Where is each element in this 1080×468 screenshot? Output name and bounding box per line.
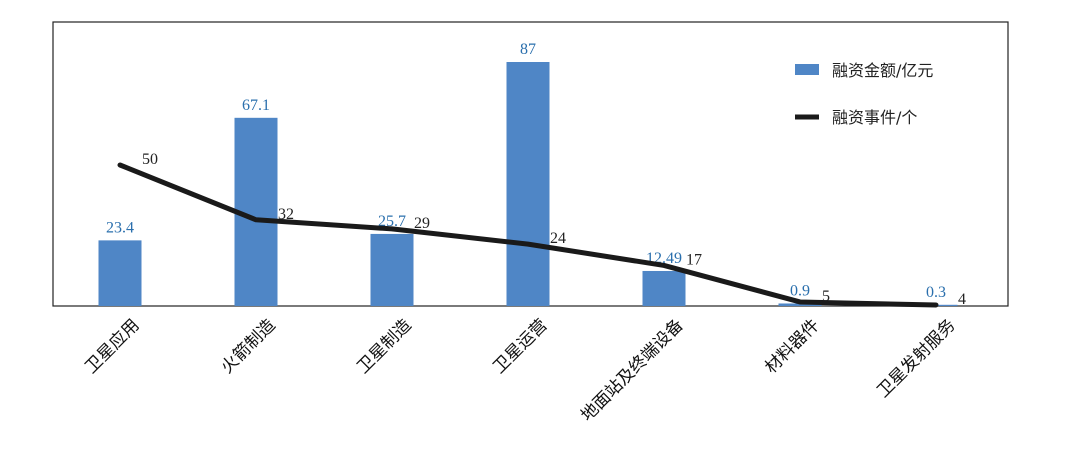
- line-point-1: [255, 219, 257, 221]
- line-point-4: [663, 264, 665, 266]
- line-value-label-5: 5: [822, 288, 830, 305]
- bar-value-label-3: 87: [520, 41, 536, 58]
- bar-0: [98, 240, 142, 306]
- bar-value-label-1: 67.1: [242, 97, 270, 114]
- bar-value-label-6: 0.3: [926, 284, 946, 301]
- x-axis-tick-labels: 卫星应用 火箭制造 卫星制造 卫星运营 地面站及终端设备 材料器件 卫星发射服务: [81, 315, 959, 425]
- x-tick-label-4: 地面站及终端设备: [577, 315, 687, 425]
- line-value-label-6: 4: [958, 291, 966, 308]
- bar-value-label-2: 25.7: [378, 213, 406, 230]
- line-point-2: [391, 228, 393, 230]
- x-tick-label-2: 卫星制造: [353, 315, 415, 377]
- line-value-label-1: 32: [278, 206, 294, 223]
- bar-value-label-5: 0.9: [790, 282, 810, 299]
- line-point-0: [119, 164, 121, 166]
- bar-series: [98, 62, 958, 306]
- x-tick-label-1: 火箭制造: [217, 315, 279, 377]
- bar-value-label-0: 23.4: [106, 219, 134, 236]
- x-tick-label-5: 材料器件: [761, 315, 823, 377]
- line-series: [117, 162, 939, 308]
- line-point-6: [935, 304, 937, 306]
- line-value-label-3: 24: [550, 230, 566, 247]
- bar-2: [370, 233, 414, 306]
- x-tick-label-0: 卫星应用: [81, 315, 143, 377]
- legend-bar-swatch: [795, 64, 819, 75]
- line-point-5: [799, 301, 801, 303]
- line-value-labels: 50 32 29 24 17 5 4: [142, 151, 966, 308]
- bar-3: [506, 62, 550, 306]
- legend-line-label: 融资事件/个: [832, 108, 917, 127]
- bar-5: [778, 303, 822, 306]
- line-value-label-2: 29: [414, 215, 430, 232]
- line-point-3: [527, 243, 529, 245]
- line-value-label-0: 50: [142, 151, 158, 168]
- x-tick-label-6: 卫星发射服务: [873, 315, 959, 401]
- line-value-label-4: 17: [686, 251, 702, 268]
- legend-bar-label: 融资金额/亿元: [832, 61, 933, 80]
- x-tick-label-3: 卫星运营: [489, 315, 551, 377]
- bar-4: [642, 270, 686, 306]
